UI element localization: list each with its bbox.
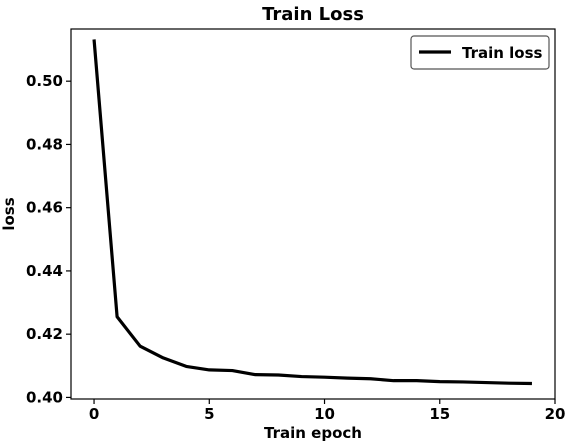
legend-frame: [410, 35, 550, 70]
plot-area-frame: [70, 28, 556, 400]
y-tick-label: 0.50: [26, 72, 63, 90]
y-tick-label: 0.48: [26, 135, 63, 153]
x-axis-ticks: 0 5 10 15 20: [89, 399, 566, 423]
legend-label-train-loss: Train loss: [462, 44, 543, 62]
x-tick-label: 20: [545, 405, 566, 423]
y-tick-label: 0.40: [26, 388, 63, 406]
y-tick-label: 0.42: [26, 325, 63, 343]
series-line-train-loss: [92, 39, 532, 386]
y-tick-label: 0.44: [26, 262, 63, 280]
y-axis-label: loss: [0, 197, 18, 230]
x-tick-label: 0: [89, 405, 99, 423]
legend: Train loss: [410, 35, 550, 70]
x-tick-label: 5: [204, 405, 214, 423]
x-tick-label: 15: [429, 405, 450, 423]
y-tick-label: 0.46: [26, 199, 63, 217]
x-tick-label: 10: [314, 405, 335, 423]
chart-title: Train Loss: [262, 4, 364, 25]
series-layer: [92, 39, 532, 386]
x-axis-label: Train epoch: [264, 424, 362, 442]
y-axis-ticks: 0.40 0.42 0.44 0.46 0.48 0.50: [26, 72, 71, 406]
